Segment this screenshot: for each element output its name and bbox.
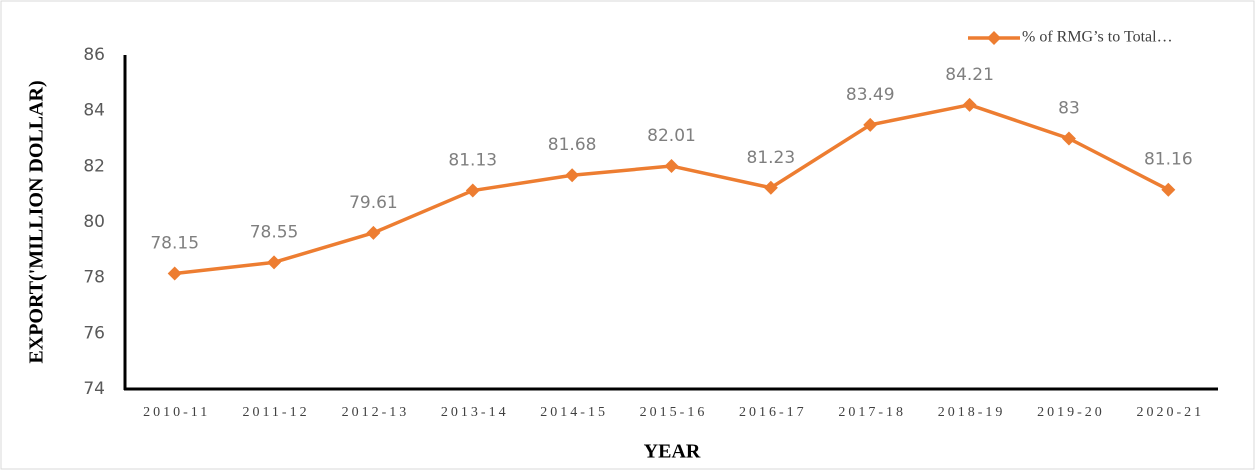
x-tick-label: 2020-21 <box>1136 405 1204 420</box>
x-tick-label: 2018-19 <box>938 405 1006 420</box>
legend-label: % of RMG’s to Total… <box>1022 29 1173 46</box>
x-tick-label: 2014-15 <box>540 405 608 420</box>
x-tick-label: 2017-18 <box>838 405 906 420</box>
marker <box>167 266 182 281</box>
legend-marker <box>987 31 1001 45</box>
marker <box>1161 182 1176 197</box>
x-tick-label: 2012-13 <box>342 405 410 420</box>
x-tick-label: 2013-14 <box>441 405 509 420</box>
y-tick-label: 76 <box>83 323 105 343</box>
data-label: 81.13 <box>448 151 497 171</box>
x-tick-label: 2015-16 <box>640 405 708 420</box>
marker <box>1061 131 1076 146</box>
y-tick-label: 80 <box>83 212 105 232</box>
marker <box>465 183 480 198</box>
data-label: 81.16 <box>1144 150 1193 170</box>
y-axis-title: EXPORT('MILLION DOLLAR) <box>26 80 48 363</box>
y-tick-label: 78 <box>83 268 105 288</box>
x-axis-title: YEAR <box>644 441 701 463</box>
x-tick-label: 2019-20 <box>1037 405 1105 420</box>
marker <box>664 159 679 174</box>
y-tick-label: 82 <box>83 156 105 176</box>
data-label: 84.21 <box>945 65 994 85</box>
data-label: 83.49 <box>846 85 895 105</box>
data-label: 83 <box>1058 99 1080 119</box>
marker <box>267 255 282 270</box>
marker <box>366 225 381 240</box>
x-tick-label: 2016-17 <box>739 405 807 420</box>
x-tick-label: 2011-12 <box>242 405 309 420</box>
marker <box>763 180 778 195</box>
y-tick-label: 86 <box>83 45 105 65</box>
data-label: 79.61 <box>349 193 398 213</box>
marker <box>863 117 878 132</box>
x-tick-label: 2010-11 <box>143 405 210 420</box>
data-label: 82.01 <box>647 126 696 146</box>
y-tick-label: 84 <box>83 101 105 121</box>
data-label: 81.68 <box>548 135 597 155</box>
marker <box>962 97 977 112</box>
y-tick-label: 74 <box>83 379 105 399</box>
data-label: 78.15 <box>150 233 199 253</box>
data-label: 81.23 <box>747 148 796 168</box>
data-label: 78.55 <box>250 222 299 242</box>
marker <box>565 168 580 183</box>
